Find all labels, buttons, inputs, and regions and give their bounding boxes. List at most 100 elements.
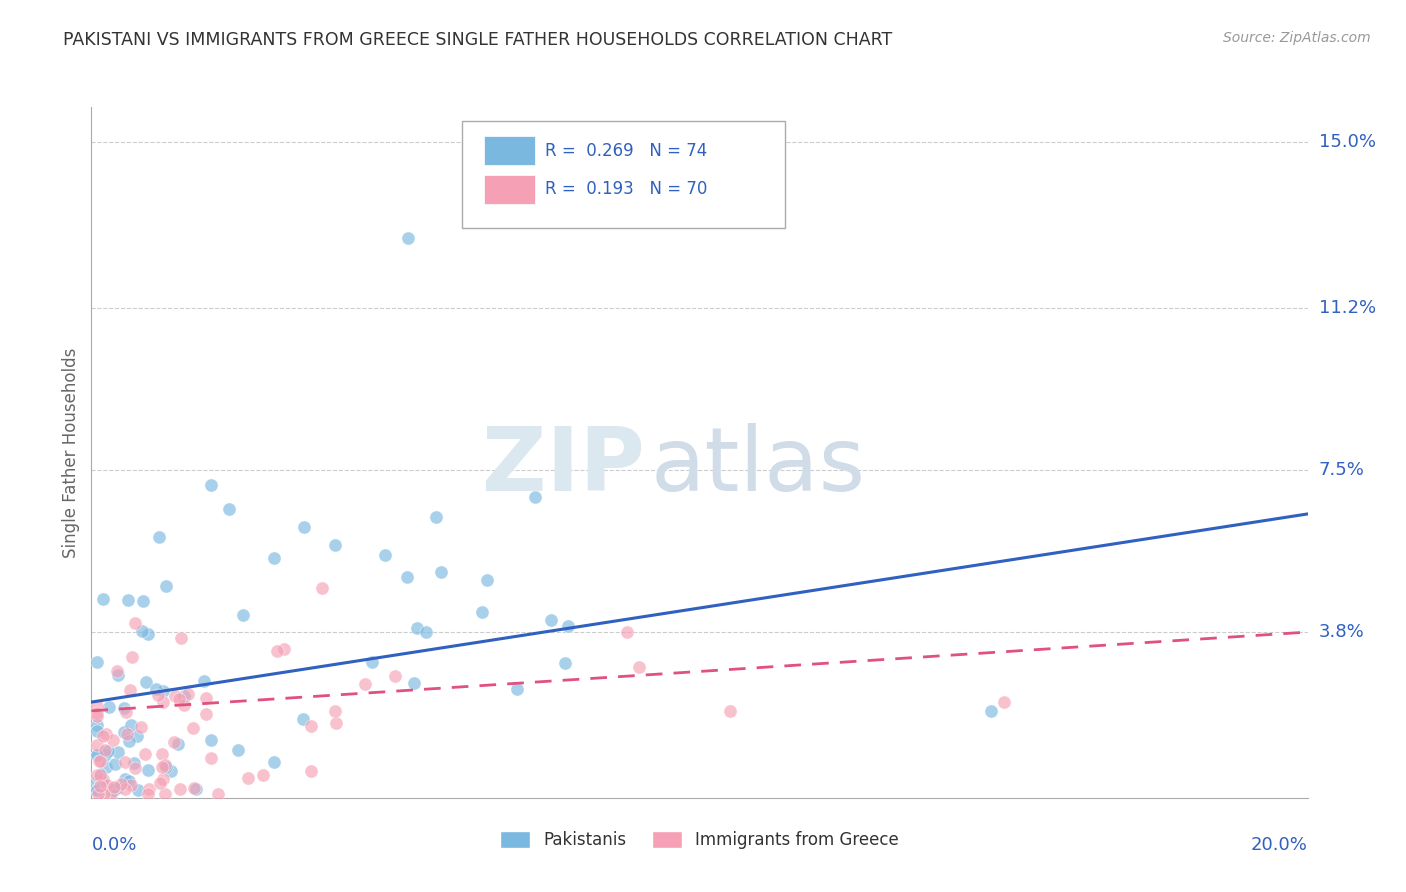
Point [103,780,125,794]
Point [173,698,195,712]
Point [181,721,204,735]
Point [124,616,146,631]
Point [323,704,346,718]
Point [91,591,114,606]
FancyBboxPatch shape [484,136,536,165]
Point [86,718,108,732]
Point [114,772,136,786]
Point [101,782,124,797]
Point [163,689,186,703]
Point [105,664,128,678]
Point [86,748,108,763]
Point [980,704,1002,718]
Point [149,776,172,790]
Point [146,688,169,702]
Point [121,649,143,664]
Point [430,565,453,579]
Point [993,695,1015,709]
Point [150,747,173,762]
Point [148,530,170,544]
Point [263,755,285,769]
Point [396,231,419,245]
Point [94,743,117,757]
Point [506,681,529,696]
Point [115,727,138,741]
Point [115,705,138,719]
Point [152,695,174,709]
Point [150,760,173,774]
Point [152,772,174,786]
Point [86,748,108,763]
Point [292,712,315,726]
Point [299,764,322,779]
Point [89,780,111,794]
Point [118,773,141,788]
Point [471,605,494,619]
Point [118,734,141,748]
Point [184,782,207,797]
Point [114,781,136,796]
Point [124,756,146,770]
Point [405,621,427,635]
Text: 20.0%: 20.0% [1251,837,1308,855]
Point [91,772,114,786]
Point [91,729,114,743]
Point [93,787,115,801]
Text: 11.2%: 11.2% [1319,300,1376,318]
Point [86,782,108,797]
Point [200,477,222,491]
Point [540,613,562,627]
Point [557,619,579,633]
Text: ZIP: ZIP [482,423,645,510]
Text: R =  0.269   N = 74: R = 0.269 N = 74 [546,142,707,160]
Point [160,764,183,778]
Point [153,787,176,801]
Point [86,724,108,739]
Point [292,520,315,534]
FancyBboxPatch shape [463,120,785,228]
Point [86,787,108,801]
Text: PAKISTANI VS IMMIGRANTS FROM GREECE SINGLE FATHER HOUSEHOLDS CORRELATION CHART: PAKISTANI VS IMMIGRANTS FROM GREECE SING… [63,31,893,49]
Point [361,655,384,669]
Point [207,787,229,801]
Point [110,777,132,791]
Point [120,778,142,792]
Y-axis label: Single Father Households: Single Father Households [62,348,80,558]
Point [86,739,108,753]
Text: R =  0.193   N = 70: R = 0.193 N = 70 [546,180,707,198]
Point [86,768,108,782]
Point [120,717,142,731]
Point [627,660,650,674]
Point [107,745,129,759]
Point [273,642,295,657]
Text: 3.8%: 3.8% [1319,624,1364,641]
Point [252,768,274,782]
Point [232,607,254,622]
Text: atlas: atlas [651,423,866,510]
Point [112,700,135,714]
Point [94,760,117,774]
Point [718,704,741,718]
Legend: Pakistanis, Immigrants from Greece: Pakistanis, Immigrants from Greece [494,824,905,855]
Point [155,579,177,593]
Point [354,677,377,691]
Point [396,569,419,583]
Point [524,490,547,504]
Point [155,760,177,774]
Point [93,747,115,762]
Point [86,655,108,669]
Point [218,502,240,516]
Point [195,706,218,721]
Point [86,782,108,797]
Point [97,700,120,714]
Point [114,755,136,769]
Point [120,683,142,698]
Point [107,667,129,681]
Point [200,750,222,764]
Point [183,780,205,795]
Point [323,538,346,552]
Point [136,763,159,777]
Point [103,782,125,797]
Point [195,691,218,706]
Point [89,768,111,782]
